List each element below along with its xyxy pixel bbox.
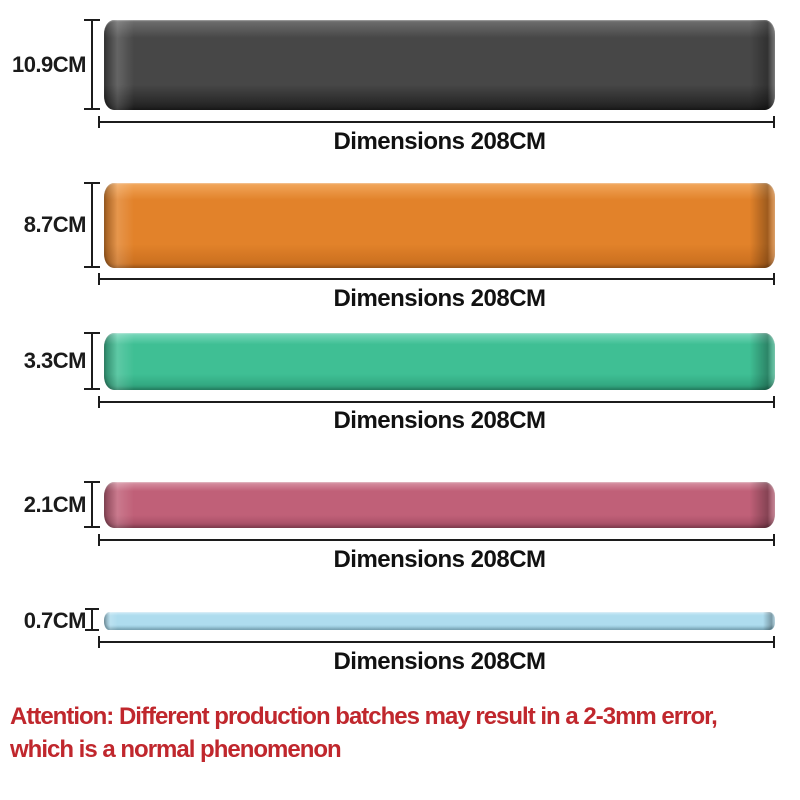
resistance-band-black — [104, 20, 775, 110]
height-label-blue: 0.7CM — [23, 608, 87, 633]
length-label-orange: Dimensions 208CM — [333, 285, 546, 312]
horizontal-dimension-line-green — [98, 396, 775, 408]
height-label-green: 3.3CM — [23, 348, 87, 373]
horizontal-dimension-line-pink — [98, 534, 775, 546]
vertical-dimension-line-green — [91, 333, 93, 390]
height-label-pink: 2.1CM — [23, 492, 87, 517]
vertical-dimension-line-blue — [91, 609, 93, 631]
vertical-dimension-cap — [84, 108, 100, 110]
length-label-pink: Dimensions 208CM — [333, 546, 546, 573]
vertical-dimension-line-pink — [91, 482, 93, 528]
vertical-dimension-cap — [84, 526, 100, 528]
vertical-dimension-line-black — [91, 20, 93, 110]
length-label-blue: Dimensions 208CM — [333, 648, 546, 675]
resistance-band-blue — [104, 612, 775, 630]
vertical-dimension-cap — [84, 182, 100, 184]
attention-line-1: Attention: Different production batches … — [10, 703, 718, 730]
vertical-dimension-cap — [84, 332, 100, 334]
vertical-dimension-cap — [85, 608, 99, 610]
vertical-dimension-cap — [84, 481, 100, 483]
attention-note: Attention: Different production batches … — [10, 700, 798, 766]
height-label-orange: 8.7CM — [23, 212, 87, 237]
length-label-green: Dimensions 208CM — [333, 407, 546, 434]
vertical-dimension-cap — [84, 19, 100, 21]
vertical-dimension-cap — [84, 388, 100, 390]
resistance-band-pink — [104, 482, 775, 528]
length-label-black: Dimensions 208CM — [333, 128, 546, 155]
resistance-band-orange — [104, 183, 775, 268]
vertical-dimension-cap — [84, 266, 100, 268]
resistance-band-green — [104, 333, 775, 390]
attention-line-2: which is a normal phenomenon — [10, 736, 342, 763]
vertical-dimension-line-orange — [91, 183, 93, 268]
horizontal-dimension-line-orange — [98, 273, 775, 285]
horizontal-dimension-line-blue — [98, 636, 775, 648]
horizontal-dimension-line-black — [98, 116, 775, 128]
vertical-dimension-cap — [85, 629, 99, 631]
height-label-black: 10.9CM — [11, 52, 87, 77]
